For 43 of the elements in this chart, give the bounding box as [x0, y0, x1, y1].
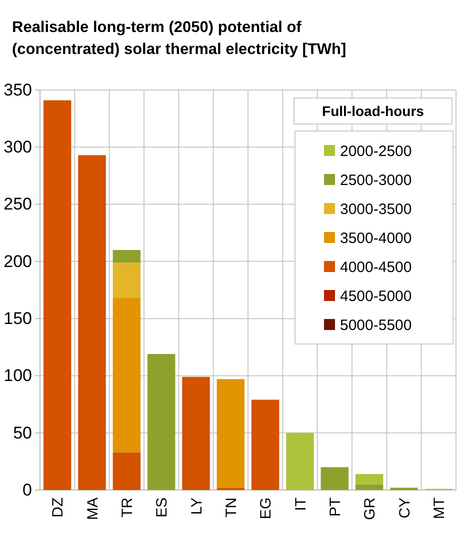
legend-title: Full-load-hours: [322, 103, 424, 119]
x-tick-label: TN: [222, 498, 240, 518]
legend-label: 4500-5000: [340, 288, 412, 305]
y-tick-label: 200: [4, 252, 32, 271]
bar: [112, 452, 141, 490]
bar: [43, 100, 72, 490]
bar: [78, 155, 106, 490]
x-tick-label: MA: [84, 498, 102, 520]
bar: [355, 484, 384, 490]
y-tick-label: 150: [4, 309, 32, 328]
legend-label: 4000-4500: [340, 259, 412, 276]
legend-label: 2500-3000: [340, 172, 412, 189]
y-tick-label: 350: [4, 80, 32, 100]
x-tick-label: EG: [258, 498, 275, 520]
y-tick-label: 50: [13, 423, 32, 442]
bar: [320, 467, 349, 490]
x-tick-label: GR: [362, 497, 379, 520]
bar: [216, 379, 245, 488]
bar: [251, 400, 280, 490]
bar: [112, 262, 141, 298]
y-tick-label: 100: [4, 366, 32, 386]
bar: [112, 298, 141, 452]
bar: [355, 474, 384, 484]
x-tick-label: IT: [292, 498, 310, 511]
legend-label: 3000-3500: [340, 201, 412, 218]
legend-label: 5000-5500: [340, 317, 412, 334]
x-tick-label: LY: [188, 498, 206, 515]
legend-label: 2000-2500: [340, 143, 412, 160]
x-tick-label: ES: [154, 498, 171, 518]
chart-title: Realisable long-term (2050) potential of (concentrated) solar thermal electricity [TWh]: [12, 19, 346, 58]
bar: [112, 250, 141, 263]
y-tick-label: 300: [4, 138, 32, 157]
y-tick-label: 0: [22, 480, 32, 500]
bar: [182, 376, 210, 490]
bar: [147, 354, 176, 490]
x-tick-label: CY: [396, 498, 414, 518]
x-tick-label: PT: [326, 498, 344, 517]
bar: [286, 432, 314, 490]
x-tick-label: MT: [430, 498, 448, 520]
legend-label: 3500-4000: [340, 230, 412, 247]
x-tick-label: DZ: [50, 498, 67, 518]
y-tick-label: 250: [4, 194, 32, 214]
x-tick-label: TR: [118, 497, 136, 518]
